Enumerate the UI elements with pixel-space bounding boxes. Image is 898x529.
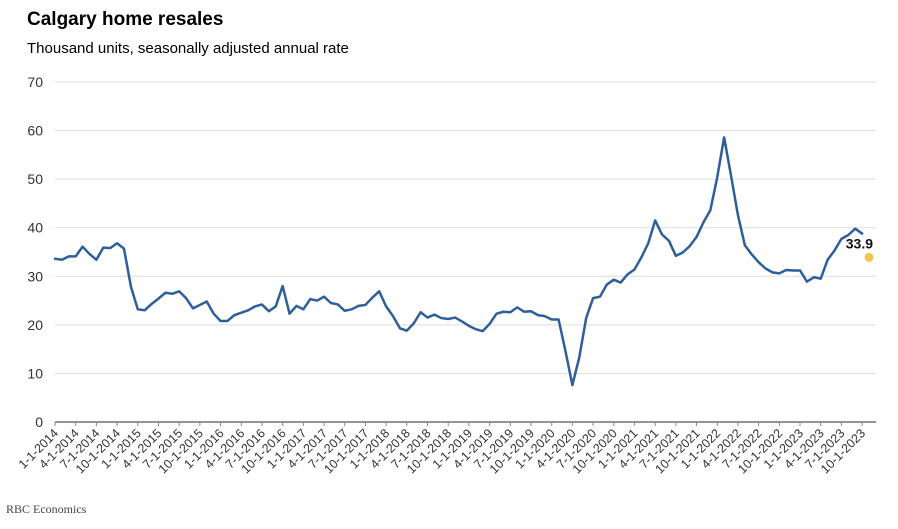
latest-value-label: 33.9	[846, 235, 873, 251]
plot-series: 33.9	[53, 136, 874, 387]
y-tick-label: 50	[27, 171, 43, 187]
y-tick-label: 30	[27, 268, 43, 284]
y-tick-label: 60	[27, 123, 43, 139]
resales-line	[53, 136, 864, 387]
source-note: RBC Economics	[6, 502, 87, 516]
y-tick-label: 40	[27, 220, 43, 236]
x-axis: 1-1-20144-1-20147-1-201410-1-20141-1-201…	[16, 422, 868, 476]
y-axis: 0 10 20 30 40 50 60 70	[27, 74, 876, 430]
y-tick-label: 70	[27, 74, 43, 90]
latest-value-marker	[864, 252, 874, 262]
y-tick-label: 20	[27, 317, 43, 333]
chart-title: Calgary home resales	[27, 9, 224, 30]
y-tick-label: 0	[35, 414, 43, 430]
y-tick-label: 10	[27, 365, 43, 381]
chart-subtitle: Thousand units, seasonally adjusted annu…	[27, 40, 349, 57]
line-chart: 0 10 20 30 40 50 60 70 1-1-20144-1-20147-1-2014…	[16, 74, 876, 476]
